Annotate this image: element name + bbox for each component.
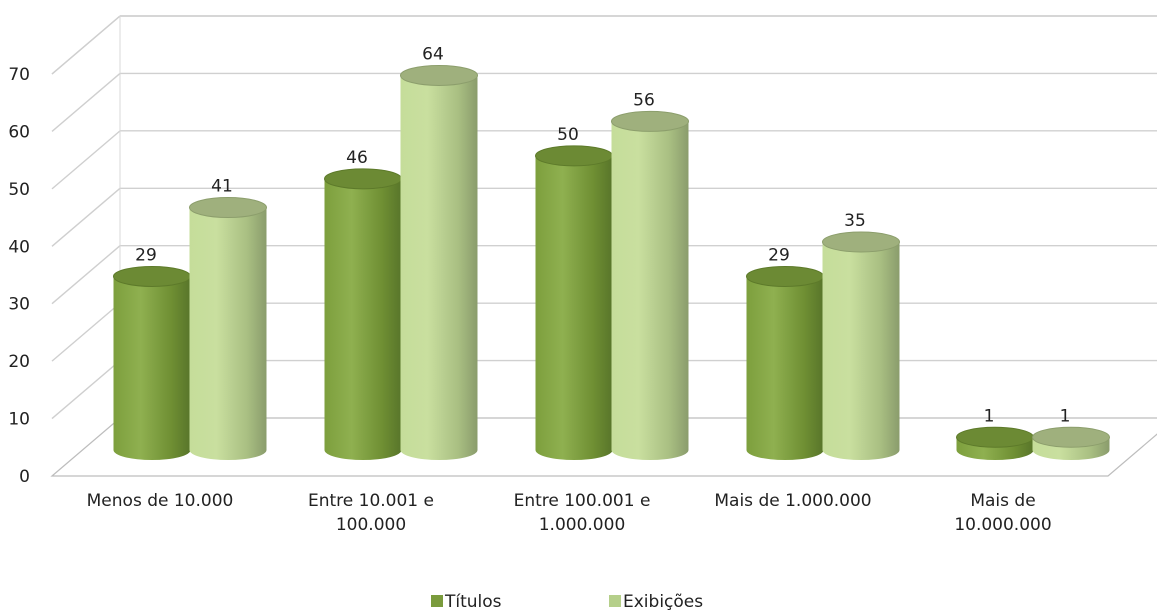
- category-label: Mais de 1.000.000: [714, 491, 871, 511]
- y-tick-label: 60: [8, 122, 30, 142]
- bars-layer: [113, 64, 1110, 461]
- category-label: Mais de: [970, 491, 1035, 511]
- y-tick-label: 40: [8, 237, 30, 257]
- axis-layer: 0 10 20 30 40 50 60 70 Menos de 10.000 Entre 10.0…: [8, 65, 1051, 535]
- y-tick-label: 30: [8, 295, 30, 315]
- bar-body: [535, 155, 613, 460]
- legend-layer: Títulos Exibições: [431, 592, 703, 612]
- data-label: 1: [984, 406, 995, 426]
- bar-top: [535, 145, 613, 167]
- bar-body: [189, 207, 267, 460]
- labels-layer: 29 46 50 29 1 41 64 56 35 1: [135, 44, 1070, 426]
- bar-top: [611, 110, 689, 132]
- gridline-side: [51, 72, 121, 132]
- gridline-side: [51, 360, 121, 420]
- bar-body: [400, 75, 478, 460]
- bar-top: [822, 231, 900, 253]
- data-label: 56: [633, 90, 655, 110]
- bar-body: [746, 276, 824, 460]
- legend-label: Títulos: [444, 592, 502, 612]
- bar-top: [189, 197, 267, 219]
- bar-body: [1032, 437, 1110, 460]
- gridline-side: [51, 187, 121, 247]
- data-label: 46: [346, 148, 368, 168]
- bar-top: [956, 426, 1034, 448]
- category-label: 1.000.000: [539, 515, 626, 535]
- y-tick-label: 20: [8, 352, 30, 372]
- bar-top: [324, 168, 402, 190]
- y-tick-label: 50: [8, 180, 30, 200]
- data-label: 50: [557, 125, 579, 145]
- bar-top: [113, 265, 191, 287]
- y-tick-label: 0: [19, 467, 30, 487]
- bar-body: [611, 121, 689, 461]
- gridline-side: [51, 245, 121, 305]
- gridline-side: [51, 15, 121, 75]
- legend-swatch: [609, 595, 621, 607]
- data-label: 29: [768, 245, 790, 265]
- category-label: 100.000: [336, 515, 406, 535]
- y-tick-label: 10: [8, 410, 30, 430]
- legend-label: Exibições: [623, 592, 703, 612]
- data-label: 64: [422, 44, 444, 64]
- bar-top: [1032, 426, 1110, 448]
- bar-body: [822, 242, 900, 460]
- bar-top: [746, 265, 824, 287]
- legend-swatch: [431, 595, 443, 607]
- data-label: 41: [211, 177, 233, 197]
- bar-body: [113, 276, 191, 460]
- data-label: 29: [135, 245, 157, 265]
- data-label: 35: [844, 211, 866, 231]
- bar-body: [956, 437, 1034, 460]
- gridline-side: [51, 302, 121, 362]
- category-label: Entre 100.001 e: [514, 491, 651, 511]
- bar-top: [400, 64, 478, 86]
- y-tick-label: 70: [8, 65, 30, 85]
- category-label: 10.000.000: [954, 515, 1051, 535]
- gridline-side: [51, 130, 121, 190]
- data-label: 1: [1060, 406, 1071, 426]
- category-label: Entre 10.001 e: [308, 491, 434, 511]
- bar-body: [324, 178, 402, 461]
- category-label: Menos de 10.000: [87, 491, 234, 511]
